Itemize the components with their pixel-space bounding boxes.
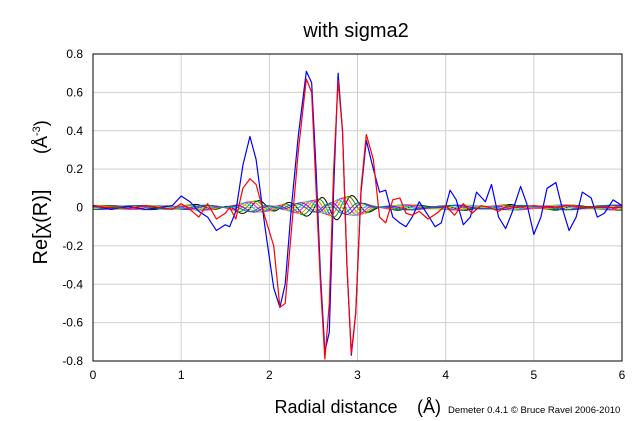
series-line	[92, 196, 623, 217]
series-line	[92, 202, 623, 214]
y-tick-label: -0.8	[62, 354, 83, 368]
plot-frame	[92, 53, 623, 362]
y-axis-label-main: Re[χ(R)]	[30, 190, 52, 265]
series-line	[92, 78, 622, 360]
credit-text: Demeter 0.4.1 © Bruce Ravel 2006-2010	[448, 405, 620, 416]
y-tick-label: -0.6	[62, 316, 83, 330]
y-tick-label: 0.6	[66, 85, 83, 99]
x-tick-label: 0	[90, 368, 97, 382]
x-axis-label: Radial distance	[274, 397, 397, 417]
y-axis-label: Re[χ(R)] (Å-3)	[30, 120, 52, 264]
x-tick-label: 3	[354, 368, 361, 382]
y-tick-label: 0.2	[66, 162, 83, 176]
series-layer	[92, 70, 623, 360]
y-tick-label: 0.4	[66, 124, 83, 138]
y-tick-label: 0	[76, 201, 83, 215]
x-tick-label: 4	[442, 368, 449, 382]
y-axis-unit-base: (Å	[31, 136, 51, 154]
y-tick-labels: -0.8 -0.6 -0.4 -0.2 0 0.2 0.4 0.6 0.8	[62, 47, 83, 368]
x-axis-unit: (Å)	[417, 397, 441, 417]
series-line	[92, 199, 623, 217]
x-tick-labels: 0 1 2 3 4 5 6	[90, 368, 626, 382]
x-tick-label: 1	[178, 368, 185, 382]
chart-title: with sigma2	[302, 20, 409, 42]
y-tick-label: -0.4	[62, 277, 83, 291]
y-tick-label: -0.2	[62, 239, 83, 253]
y-tick-label: 0.8	[66, 47, 83, 61]
y-axis-unit-exponent: -3	[31, 126, 43, 136]
y-axis-unit: (Å-3)	[31, 120, 51, 154]
y-axis-unit-close: )	[31, 120, 51, 126]
x-tick-label: 6	[619, 368, 626, 382]
x-tick-label: 5	[530, 368, 537, 382]
series-line	[92, 197, 623, 216]
x-tick-label: 2	[266, 368, 273, 382]
